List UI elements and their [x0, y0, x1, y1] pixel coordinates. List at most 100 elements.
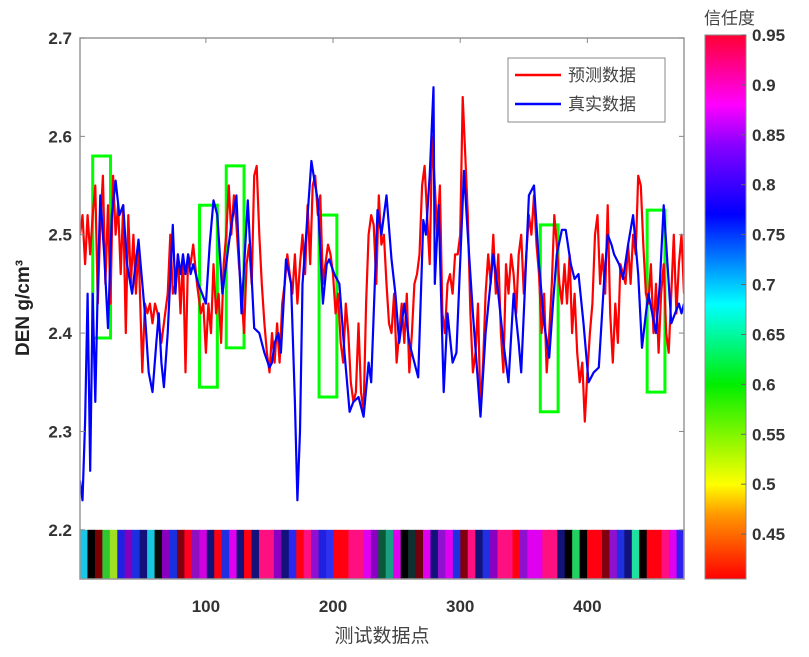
confidence-segment	[229, 529, 238, 579]
confidence-segment	[147, 529, 156, 579]
confidence-segment	[400, 529, 409, 579]
confidence-segment	[452, 529, 461, 579]
confidence-segment	[437, 529, 446, 579]
confidence-segment	[311, 529, 320, 579]
confidence-segment	[318, 529, 327, 579]
confidence-segment	[467, 529, 476, 579]
y-tick-label: 2.5	[48, 226, 72, 245]
confidence-segment	[326, 529, 335, 579]
confidence-segment	[251, 529, 260, 579]
confidence-segment	[624, 529, 633, 579]
confidence-segment	[214, 529, 223, 579]
confidence-segment	[124, 529, 133, 579]
confidence-segment	[199, 529, 208, 579]
confidence-segment	[639, 529, 648, 579]
confidence-segment	[102, 529, 111, 579]
confidence-segment	[669, 529, 678, 579]
confidence-segment	[206, 529, 215, 579]
confidence-segment	[519, 529, 529, 579]
confidence-segment	[557, 529, 566, 579]
confidence-segment	[132, 529, 141, 579]
confidence-segment	[117, 529, 126, 579]
predicted-line	[80, 95, 684, 423]
confidence-segment	[542, 529, 551, 579]
confidence-segment	[266, 529, 275, 579]
confidence-segment	[370, 529, 379, 579]
x-tick-label: 100	[192, 597, 220, 616]
confidence-segment	[273, 529, 282, 579]
confidence-segment	[139, 529, 148, 579]
confidence-segment	[162, 529, 171, 579]
confidence-segment	[80, 529, 89, 579]
confidence-segment	[445, 529, 454, 579]
confidence-segment	[497, 529, 506, 579]
confidence-segment	[169, 529, 178, 579]
colorbar-gradient	[704, 34, 747, 580]
plot-frame	[79, 37, 685, 580]
confidence-segment	[534, 529, 543, 579]
confidence-segment	[490, 529, 499, 579]
confidence-segment	[616, 529, 625, 579]
confidence-segment	[654, 529, 663, 579]
confidence-segment	[154, 529, 163, 579]
confidence-segment	[333, 529, 342, 579]
colorbar: 信任度 0.450.50.550.60.650.70.750.80.850.90…	[704, 9, 785, 580]
confidence-segment	[460, 529, 469, 579]
confidence-segment	[258, 529, 268, 579]
colorbar-tick-label: 0.7	[752, 276, 776, 295]
colorbar-tick-label: 0.65	[752, 325, 785, 344]
y-axis-label: DEN g/cm³	[13, 260, 34, 356]
confidence-segment	[587, 529, 596, 579]
x-tick-label: 300	[446, 597, 474, 616]
colorbar-ticks: 0.45 0.5 0.55 0.6 0.65 0.7 0.75 0.8 0.85 0.9 0.95	[741, 26, 785, 544]
confidence-segment	[572, 529, 581, 579]
y-tick-label: 2.7	[48, 29, 72, 48]
colorbar-title: 信任度	[704, 9, 755, 29]
confidence-segment	[348, 529, 357, 579]
legend-label-actual: 真实数据	[568, 95, 636, 115]
confidence-segment	[378, 529, 387, 579]
confidence-segment	[281, 529, 290, 579]
confidence-segment	[475, 529, 484, 579]
confidence-segment	[601, 529, 611, 579]
legend: 预测数据 真实数据	[507, 57, 666, 123]
colorbar-tick-label: 0.55	[752, 425, 785, 444]
confidence-segment	[408, 529, 417, 579]
colorbar-tick-label: 0.85	[752, 126, 785, 145]
confidence-segment	[661, 529, 670, 579]
legend-label-predicted: 预测数据	[568, 66, 636, 86]
confidence-segment	[244, 529, 253, 579]
confidence-segment	[631, 529, 640, 579]
confidence-segment	[385, 529, 394, 579]
confidence-segment	[430, 529, 439, 579]
colorbar-tick-label: 0.95	[752, 26, 785, 45]
x-tick-label: 400	[573, 597, 601, 616]
colorbar-tick-label: 0.8	[752, 176, 776, 195]
colorbar-tick-label: 0.75	[752, 226, 785, 245]
y-axis: 2.2 2.3 2.4 2.5 2.6 2.7	[48, 29, 684, 540]
confidence-segment	[221, 529, 230, 579]
confidence-segment	[415, 529, 424, 579]
confidence-segment	[594, 529, 603, 579]
x-axis-label: 测试数据点	[334, 625, 429, 647]
confidence-segment	[296, 529, 305, 579]
y-tick-label: 2.4	[48, 324, 72, 343]
confidence-segment	[423, 529, 432, 579]
confidence-segment	[609, 529, 618, 579]
confidence-segment	[363, 529, 372, 579]
confidence-segment	[191, 529, 200, 579]
confidence-segment	[482, 529, 491, 579]
confidence-segment	[527, 529, 536, 579]
confidence-segment	[564, 529, 573, 579]
confidence-segment	[340, 529, 350, 579]
y-tick-label: 2.3	[48, 422, 72, 441]
colorbar-tick-label: 0.45	[752, 525, 785, 544]
confidence-segment	[549, 529, 558, 579]
confidence-strip	[80, 529, 685, 579]
colorbar-tick-label: 0.9	[752, 76, 776, 95]
confidence-segment	[355, 529, 364, 579]
series-lines	[80, 86, 684, 502]
confidence-segment	[87, 529, 96, 579]
x-tick-label: 200	[319, 597, 347, 616]
